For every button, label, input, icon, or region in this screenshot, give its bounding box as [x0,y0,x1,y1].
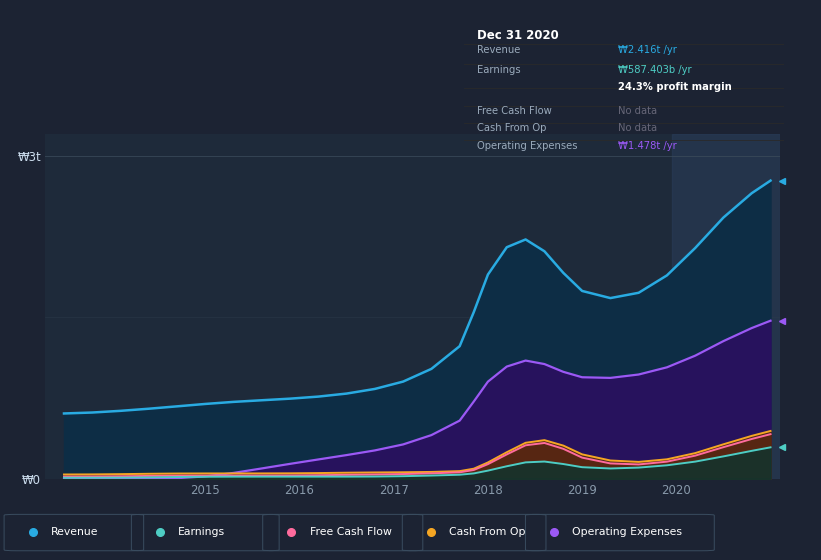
Text: Free Cash Flow: Free Cash Flow [310,527,392,537]
Text: Operating Expenses: Operating Expenses [572,527,682,537]
Text: ₩2.416t /yr: ₩2.416t /yr [617,45,677,55]
Text: No data: No data [617,123,657,133]
Text: No data: No data [617,105,657,115]
Text: Revenue: Revenue [477,45,520,55]
Text: Earnings: Earnings [477,66,521,76]
Text: Operating Expenses: Operating Expenses [477,141,577,151]
Text: Dec 31 2020: Dec 31 2020 [477,29,558,42]
Text: Earnings: Earnings [178,527,225,537]
Text: Cash From Op: Cash From Op [449,527,525,537]
Text: 24.3% profit margin: 24.3% profit margin [617,82,732,92]
Bar [672,134,780,479]
Text: ₩1.478t /yr: ₩1.478t /yr [617,141,677,151]
Text: Revenue: Revenue [51,527,99,537]
Text: ₩587.403b /yr: ₩587.403b /yr [617,66,691,76]
Text: Cash From Op: Cash From Op [477,123,546,133]
Text: Free Cash Flow: Free Cash Flow [477,105,552,115]
